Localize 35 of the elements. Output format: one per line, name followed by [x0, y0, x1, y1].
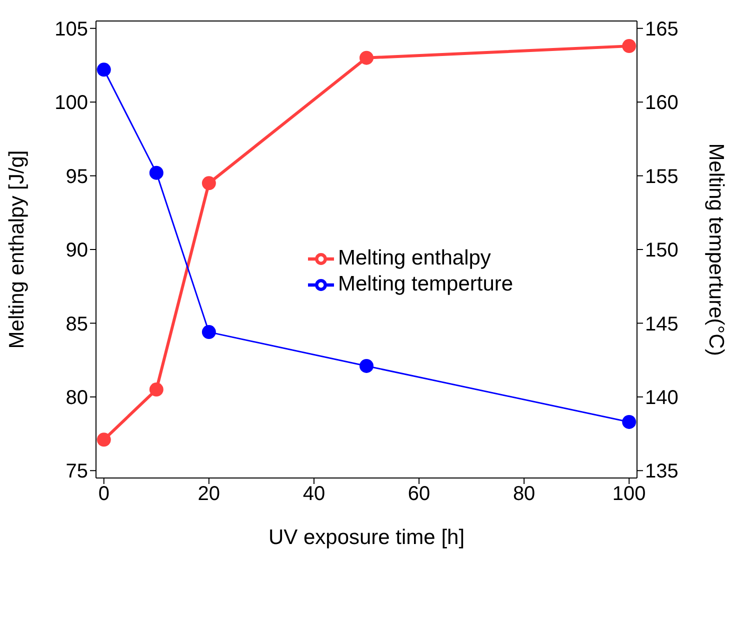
y2-axis-title: Melting temperture(°C): [704, 143, 728, 356]
point: [149, 166, 164, 180]
y-tick-label: 95: [66, 166, 88, 188]
y-tick-label: 75: [66, 460, 88, 483]
x-axis-title: UV exposure time [h]: [268, 526, 465, 549]
y2-tick-label: 135: [645, 460, 678, 483]
point: [96, 62, 111, 77]
y2-tick-label: 150: [645, 240, 678, 262]
y-tick-label: 90: [66, 240, 88, 262]
y-tick-label: 85: [66, 313, 88, 336]
x-tick-label: 0: [98, 483, 110, 506]
y2-tick-label: 140: [645, 387, 678, 410]
point: [622, 414, 636, 429]
x-tick-label: 40: [302, 483, 326, 506]
point: [202, 176, 216, 190]
x-tick-label: 100: [612, 483, 646, 506]
point: [202, 325, 216, 340]
y-tick-label: 80: [66, 387, 88, 410]
x-tick-label: 80: [512, 483, 536, 506]
x-tick-label: 20: [198, 483, 220, 506]
point: [360, 358, 374, 373]
y-tick-label: 105: [54, 18, 88, 40]
point: [149, 382, 164, 397]
legend-label: Melting temperture: [338, 272, 514, 296]
y-tick-label: 100: [54, 92, 88, 114]
point: [622, 39, 636, 54]
y2-tick-label: 155: [645, 166, 678, 188]
point: [360, 50, 374, 65]
point: [96, 432, 111, 447]
legend-label: Melting enthalpy: [338, 246, 491, 270]
y2-tick-label: 160: [645, 92, 678, 114]
y2-tick-label: 165: [645, 18, 678, 40]
y2-tick-label: 145: [645, 313, 678, 336]
y-axis-title: Melting enthalpy [J/g]: [5, 150, 28, 349]
x-tick-label: 60: [408, 483, 430, 506]
